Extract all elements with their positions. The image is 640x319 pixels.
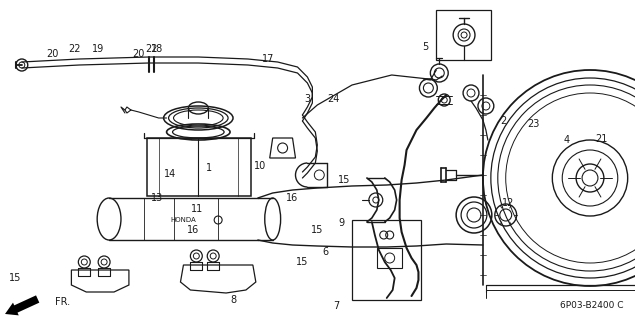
Text: 1: 1: [206, 163, 212, 174]
Text: 10: 10: [254, 161, 266, 171]
Text: 16: 16: [188, 225, 200, 235]
Text: 20: 20: [132, 48, 145, 59]
Text: 21: 21: [595, 134, 608, 144]
Text: 6P03-B2400 C: 6P03-B2400 C: [560, 300, 624, 309]
Text: 24: 24: [327, 94, 339, 104]
Text: 16: 16: [286, 193, 298, 203]
Bar: [436, 10, 491, 60]
Text: 2: 2: [500, 116, 506, 126]
Text: 19: 19: [92, 44, 104, 55]
FancyArrow shape: [5, 295, 39, 315]
Text: 3: 3: [305, 94, 311, 104]
Text: 14: 14: [164, 169, 176, 179]
Text: 12: 12: [502, 197, 514, 208]
Text: 15: 15: [311, 225, 323, 235]
Text: 9: 9: [339, 218, 344, 228]
Text: 15: 15: [296, 256, 308, 267]
Text: 23: 23: [527, 119, 540, 130]
Text: 11: 11: [191, 204, 203, 214]
Text: 22: 22: [145, 44, 157, 55]
Text: 13: 13: [151, 193, 163, 203]
Text: HONDA: HONDA: [171, 217, 196, 223]
Text: FR.: FR.: [54, 297, 70, 307]
Bar: [377, 248, 401, 268]
Text: 17: 17: [262, 54, 275, 64]
Text: 22: 22: [68, 44, 81, 55]
Text: 20: 20: [47, 48, 59, 59]
Bar: [147, 138, 251, 196]
Text: 5: 5: [422, 42, 428, 52]
Text: 4: 4: [564, 135, 570, 145]
Text: 18: 18: [151, 44, 163, 55]
Text: 15: 15: [339, 175, 351, 185]
Bar: [352, 220, 421, 300]
Text: 6: 6: [323, 247, 328, 257]
Text: 15: 15: [9, 272, 21, 283]
Text: 7: 7: [333, 301, 339, 311]
Text: 8: 8: [230, 295, 237, 305]
